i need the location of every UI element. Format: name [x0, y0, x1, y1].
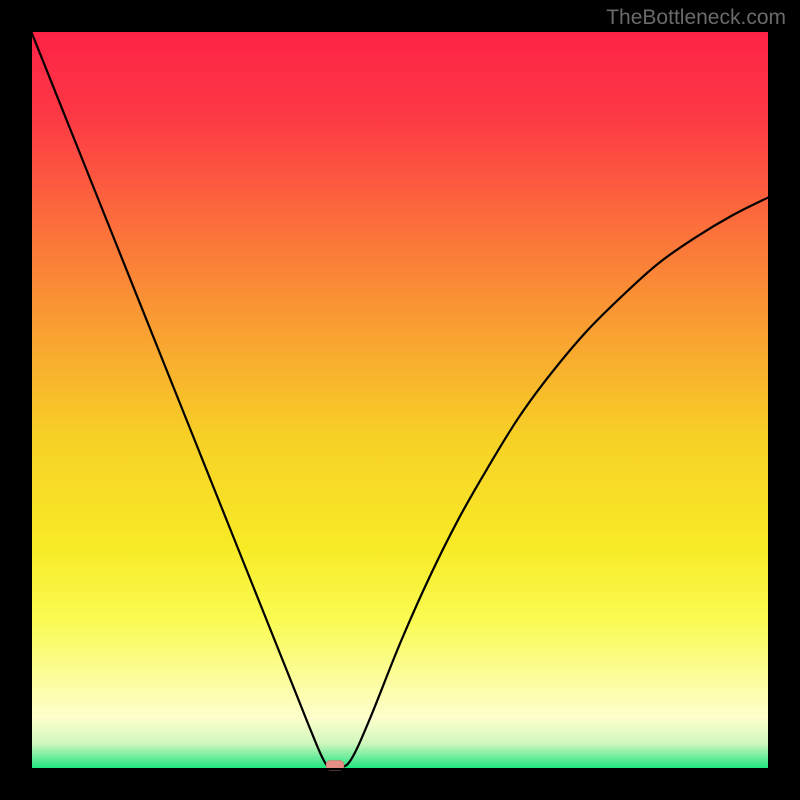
watermark-text: TheBottleneck.com: [606, 6, 786, 30]
bottleneck-chart: [0, 0, 800, 800]
chart-container: TheBottleneck.com: [0, 0, 800, 800]
